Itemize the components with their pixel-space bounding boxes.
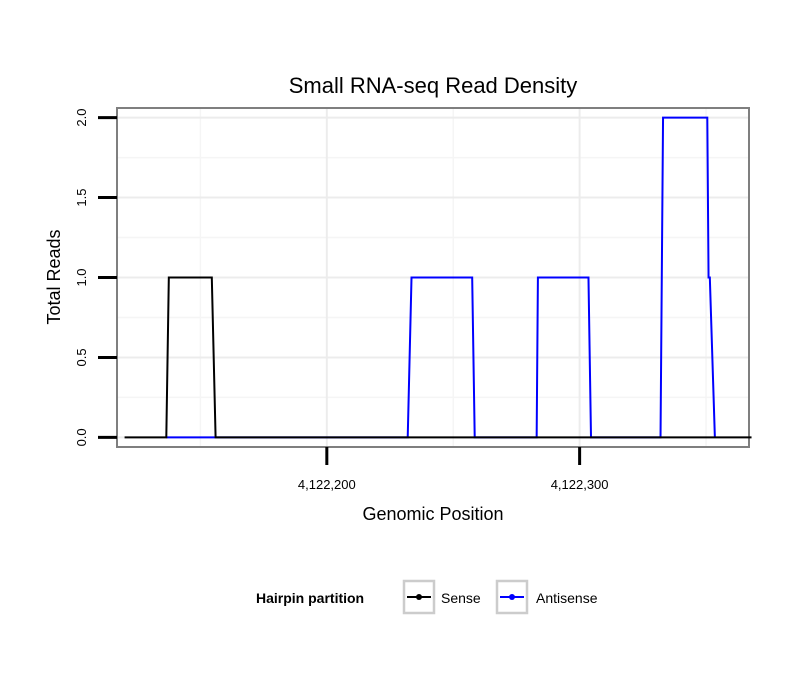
- series-layer: [124, 116, 752, 439]
- x-axis-title: Genomic Position: [362, 504, 503, 524]
- chart-title: Small RNA-seq Read Density: [289, 73, 578, 98]
- legend-key-dot-antisense: [509, 594, 515, 600]
- x-tick-label: 4,122,300: [551, 477, 609, 492]
- y-tick-label: 0.0: [74, 428, 89, 446]
- legend-key-dot-sense: [416, 594, 422, 600]
- y-tick-label: 1.5: [74, 189, 89, 207]
- y-axis: 0.0 0.5 1.0 1.5 2.0: [74, 109, 117, 446]
- x-tick-label: 4,122,200: [298, 477, 356, 492]
- y-axis-title: Total Reads: [44, 229, 64, 324]
- series-line-sense: [124, 276, 752, 439]
- legend-label-sense: Sense: [441, 590, 481, 606]
- y-tick-label: 0.5: [74, 348, 89, 366]
- legend: Hairpin partition Sense Antisense: [256, 579, 598, 615]
- y-tick-label: 1.0: [74, 268, 89, 286]
- legend-title: Hairpin partition: [256, 590, 364, 606]
- y-tick-label: 2.0: [74, 109, 89, 127]
- legend-label-antisense: Antisense: [536, 590, 598, 606]
- series-line-antisense: [166, 116, 716, 439]
- x-axis: 4,122,200 4,122,300: [298, 447, 609, 492]
